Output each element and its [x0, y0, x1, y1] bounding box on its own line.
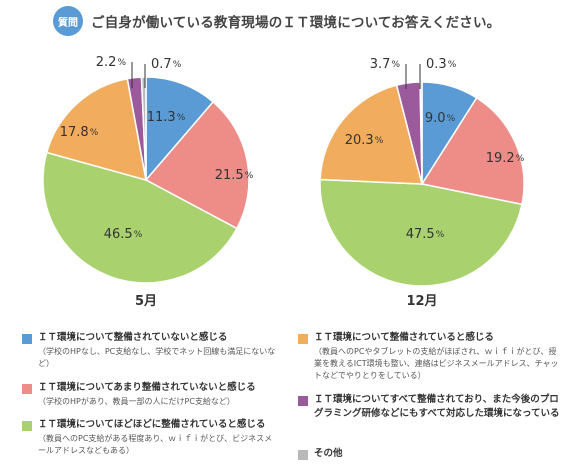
slice-value-label: 47.5% [406, 227, 445, 242]
legend-swatch [298, 334, 308, 344]
slice-value-label: 11.3% [147, 110, 186, 125]
slice-value-label: 19.2% [486, 151, 525, 166]
legend-swatch [298, 450, 308, 460]
pie-slice [144, 100, 250, 230]
legend-label: ＩＴ環境について整備されていると感じる [314, 332, 494, 343]
legend-label: ＩＴ環境についてあまり整備されていないと感じる [38, 382, 256, 393]
slice-value-label: 2.2% [96, 55, 127, 70]
legend-item-fully-maintained: ＩＴ環境についてすべて整備されており、また今後のプログラミング研修などにもすべて… [298, 393, 560, 421]
slice-value-label: 3.7% [370, 57, 401, 72]
legend-label: ＩＴ環境についてほどほどに整備されていると感じる [38, 419, 266, 430]
legend-description: （学校のHPがあり、教員一部の人にだけPC支給など） [38, 397, 235, 406]
slice-value-label: 9.0% [425, 111, 456, 126]
chart-month-title: 5月 [135, 294, 157, 309]
pie-slice [145, 76, 215, 183]
question-badge: 質問 [53, 6, 83, 36]
question-header: 質問 ご自身が働いている教育現場のＩＴ環境についてお答えください。 [53, 6, 500, 36]
legend-label: その他 [314, 448, 343, 459]
pie-slice [45, 77, 147, 182]
legend-item-moderately-maintained: ＩＴ環境についてほどほどに整備されていると感じる （教員へのPC支給がある程度あ… [22, 418, 277, 457]
pie-slice [42, 151, 238, 284]
slice-value-label: 0.7% [151, 57, 182, 72]
slice-value-label: 0.3% [426, 57, 457, 72]
legend-swatch [22, 421, 32, 431]
chart-month-title: 12月 [406, 294, 437, 309]
slice-value-label: 46.5% [104, 227, 143, 242]
legend-label: ＩＴ環境について整備されていないと感じる [38, 332, 228, 343]
pie-slice [319, 178, 523, 287]
pie-slice [319, 84, 423, 185]
slice-value-label: 20.3% [345, 133, 384, 148]
pie-slice [140, 76, 147, 181]
question-title: ご自身が働いている教育現場のＩＴ環境についてお答えください。 [91, 15, 501, 31]
slice-value-label: 21.5% [215, 168, 254, 183]
pie-slice [420, 96, 525, 206]
legend-item-barely-maintained: ＩＴ環境についてあまり整備されていないと感じる （学校のHPがあり、教員一部の人… [22, 381, 277, 408]
legend-item-other: その他 [298, 447, 560, 461]
legend-item-not-maintained: ＩＴ環境について整備されていないと感じる （学校のHPなし、PC支給なし、学校で… [22, 331, 277, 370]
legend-item-maintained: ＩＴ環境について整備されていると感じる （教員へのPCやタブレットの支給がほぼさ… [298, 331, 560, 382]
legend-description: （学校のHPなし、PC支給なし、学校でネット回線も満足にないなど） [38, 347, 276, 368]
legend-swatch [22, 384, 32, 394]
legend-swatch [22, 334, 32, 344]
legend-description: （教員へのPCやタブレットの支給がほぼされ、ｗｉｆｉがとび、授業を教えるICT環… [314, 347, 559, 380]
slice-value-label: 17.8% [60, 125, 99, 140]
legend-description: （教員へのPC支給がある程度あり、ｗｉｆｉがとび、ビジネスメールアドレスなどもあ… [38, 434, 273, 455]
legend-label: ＩＴ環境についてすべて整備されており、また今後のプログラミング研修などにもすべて… [314, 394, 560, 419]
pie-charts: 11.3% 21.5% 46.5% 17.8% 2.2% 0.7% 5月 9.0% 19.2% 4… [42, 55, 525, 309]
legend-swatch [298, 396, 308, 406]
